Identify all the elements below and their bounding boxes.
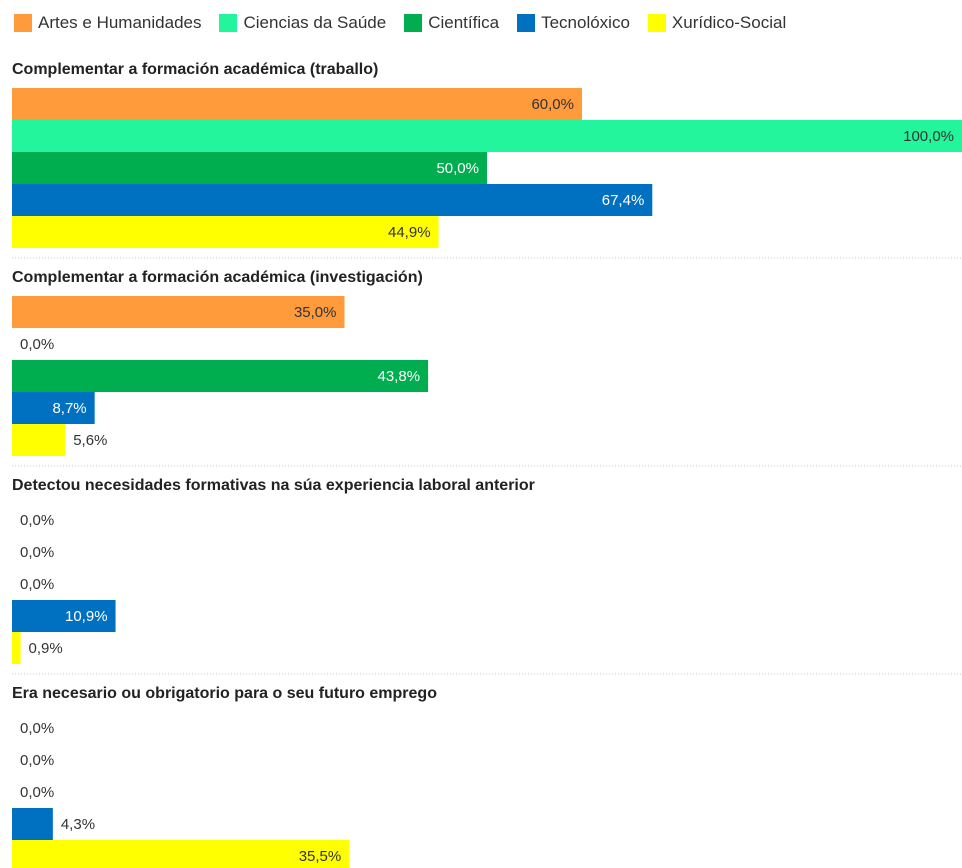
value-label: 35,5%	[299, 848, 342, 865]
legend-swatch	[647, 14, 666, 32]
legend-label: Tecnolóxico	[541, 13, 630, 32]
legend-swatch	[404, 14, 423, 32]
value-label: 10,9%	[65, 608, 108, 625]
value-label: 0,0%	[20, 784, 54, 801]
legend-swatch	[517, 14, 536, 32]
value-label: 43,8%	[378, 368, 421, 385]
value-label: 0,9%	[29, 640, 63, 657]
value-label: 0,0%	[20, 720, 54, 737]
bar	[12, 296, 345, 328]
bar	[12, 840, 350, 868]
legend-label: Artes e Humanidades	[38, 13, 202, 32]
value-label: 0,0%	[20, 544, 54, 561]
bar	[12, 392, 95, 424]
value-label: 50,0%	[436, 160, 479, 177]
value-label: 8,7%	[52, 400, 86, 417]
value-label: 5,6%	[73, 432, 107, 449]
legend-swatch	[219, 14, 238, 32]
group-title: Complementar a formación académica (trab…	[12, 61, 378, 78]
value-label: 44,9%	[388, 224, 431, 241]
bar	[12, 600, 116, 632]
legend-item: Artes e Humanidades	[14, 13, 201, 33]
legend: Artes e Humanidades Ciencias da Saúde Cien…	[14, 13, 786, 33]
group-title: Complementar a formación académica (inve…	[12, 269, 423, 286]
value-label: 60,0%	[531, 96, 574, 113]
group-title: Era necesario ou obrigatorio para o seu …	[12, 685, 437, 702]
value-label: 35,0%	[294, 304, 337, 321]
bar	[12, 184, 653, 216]
bar	[12, 152, 487, 184]
value-label: 100,0%	[903, 128, 954, 145]
group-title: Detectou necesidades formativas na súa e…	[12, 477, 535, 494]
bar	[12, 360, 429, 392]
legend-item: Científica	[404, 13, 499, 33]
legend-item: Tecnolóxico	[517, 13, 630, 33]
value-label: 0,0%	[20, 512, 54, 529]
legend-swatch	[14, 14, 32, 32]
legend-item: Xurídico-Social	[647, 13, 787, 33]
legend-label: Xurídico-Social	[671, 13, 787, 32]
bar	[12, 808, 53, 840]
value-label: 67,4%	[602, 192, 645, 209]
value-label: 0,0%	[20, 752, 54, 769]
legend-label: Ciencias da Saúde	[243, 13, 387, 32]
bar	[12, 88, 582, 120]
bar	[12, 424, 66, 456]
value-label: 0,0%	[20, 576, 54, 593]
legend-item: Ciencias da Saúde	[219, 13, 386, 33]
value-label: 4,3%	[61, 816, 95, 833]
value-label: 0,0%	[20, 336, 54, 353]
bar	[12, 120, 962, 152]
bar	[12, 216, 439, 248]
bar	[12, 632, 21, 664]
legend-label: Científica	[428, 13, 500, 32]
